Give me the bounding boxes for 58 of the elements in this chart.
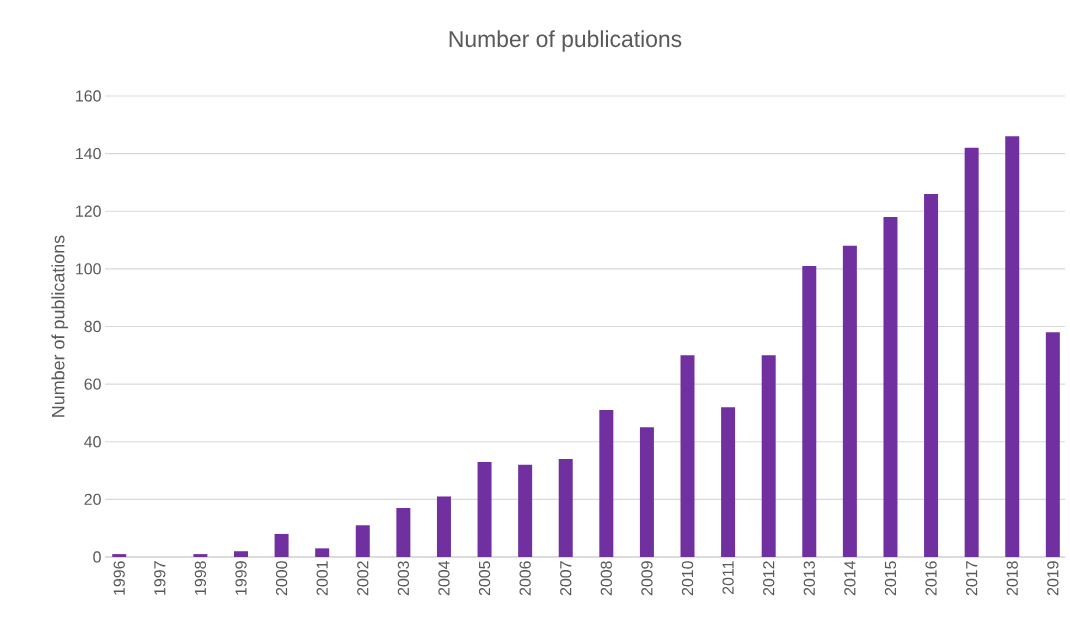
bar (883, 217, 898, 557)
bar (396, 508, 411, 557)
bar (680, 355, 695, 557)
bar (639, 427, 654, 557)
x-tick-label: 2009 (641, 561, 653, 596)
x-tick-label: 2012 (763, 561, 775, 596)
x-tick-label: 2013 (803, 561, 815, 596)
y-tick-label: 60 (84, 378, 101, 390)
x-tick-label: 2002 (357, 561, 369, 596)
x-tick-label: 2008 (600, 561, 612, 596)
x-tick-label: 2019 (1047, 561, 1059, 596)
bar (193, 554, 208, 557)
bar (274, 533, 289, 557)
y-tick-label: 80 (84, 320, 101, 333)
x-tick-label: 1998 (194, 561, 207, 595)
bar (518, 464, 533, 557)
bar (315, 548, 330, 557)
bar (802, 265, 817, 557)
x-tick-label: 1996 (113, 561, 125, 595)
x-tick-label: 2017 (966, 561, 978, 596)
y-tick-label: 120 (76, 205, 101, 217)
x-tick-label: 2007 (560, 561, 572, 596)
x-tick-label: 2001 (316, 561, 328, 596)
bar (112, 554, 127, 557)
bar (355, 525, 370, 557)
bar (842, 245, 857, 557)
x-tick-label: 2003 (397, 561, 410, 596)
bar (964, 147, 979, 557)
bar (1045, 332, 1060, 557)
bar (924, 193, 939, 557)
bar (761, 355, 776, 557)
y-axis-title: Number of publications (51, 235, 69, 417)
bar (599, 410, 614, 557)
bar (1005, 136, 1020, 557)
y-tick-label: 0 (93, 551, 101, 563)
bar (721, 407, 736, 557)
x-tick-label: 2000 (275, 561, 288, 596)
bar (233, 551, 248, 557)
x-tick-label: 2010 (681, 561, 694, 596)
x-tick-label: 2016 (925, 561, 937, 596)
x-tick-label: 2015 (884, 561, 897, 596)
y-tick-label: 160 (76, 90, 101, 102)
y-tick-label: 100 (76, 263, 101, 275)
x-tick-label: 2014 (844, 560, 856, 596)
x-tick-label: 2018 (1006, 561, 1018, 596)
bar (436, 496, 451, 557)
x-tick-label: 1999 (235, 561, 247, 595)
x-tick-label: 2011 (722, 561, 734, 594)
y-tick-label: 20 (84, 493, 101, 505)
y-tick-label: 40 (84, 436, 101, 448)
bar (558, 459, 573, 557)
y-tick-label: 140 (76, 147, 101, 160)
x-tick-label: 2006 (519, 561, 531, 596)
bar (477, 461, 492, 557)
x-tick-label: 1997 (154, 561, 166, 595)
x-tick-label: 2005 (478, 561, 491, 596)
x-tick-label: 2004 (438, 560, 450, 596)
chart-title: Number of publications (449, 30, 682, 52)
